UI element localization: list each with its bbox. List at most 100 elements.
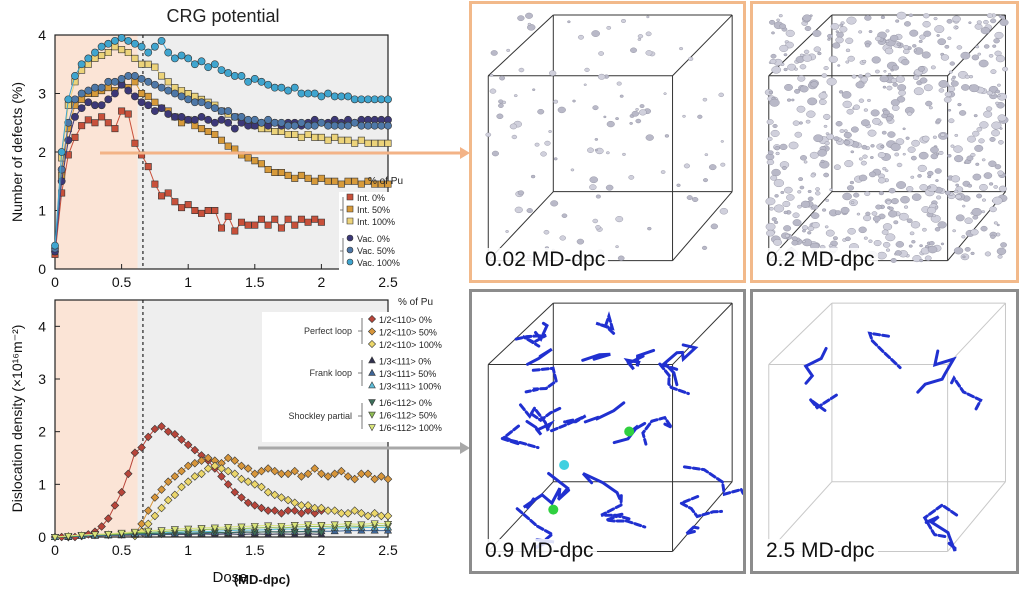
- defect-cluster: [847, 55, 855, 62]
- defect-cluster: [855, 81, 865, 89]
- defect-cluster: [943, 96, 952, 103]
- defect-cluster: [860, 76, 869, 83]
- defect-cluster: [768, 90, 773, 94]
- data-point: [257, 503, 266, 513]
- figure-title: CRG potential: [166, 6, 279, 26]
- defect-cluster: [997, 94, 1001, 98]
- dislocation-line: [662, 343, 699, 387]
- defect-cluster: [885, 233, 896, 242]
- defect-cluster: [489, 88, 497, 94]
- defect-cluster: [935, 119, 941, 124]
- data-point: [357, 95, 366, 104]
- data-point: [203, 464, 213, 473]
- legend-label: Vac. 50%: [357, 246, 395, 256]
- defect-cluster: [779, 143, 788, 150]
- data-point: [111, 36, 119, 45]
- data-point: [90, 531, 99, 539]
- defect-cluster: [936, 195, 942, 200]
- data-point: [198, 125, 206, 133]
- y-tick-label: 2: [38, 144, 46, 160]
- defect-cluster: [842, 192, 852, 201]
- data-point: [331, 133, 339, 141]
- defect-cluster: [567, 20, 571, 24]
- defect-cluster: [803, 160, 808, 164]
- defect-cluster: [704, 153, 709, 157]
- dislocation-line: [916, 349, 957, 394]
- data-point: [170, 430, 180, 439]
- data-point: [244, 154, 252, 162]
- defect-cluster: [935, 179, 939, 182]
- defect-cluster: [928, 106, 933, 110]
- defect-cluster: [911, 193, 922, 201]
- data-point: [291, 174, 299, 182]
- defect-cluster: [946, 18, 953, 24]
- defect-cluster: [944, 190, 951, 196]
- defect-cluster: [885, 29, 890, 33]
- data-point: [237, 113, 246, 121]
- defect-cluster: [720, 140, 724, 143]
- defect-cluster: [950, 77, 955, 81]
- data-point: [217, 107, 226, 115]
- defect-cluster: [980, 225, 988, 232]
- legend-label: Int. 0%: [357, 193, 385, 203]
- defect-cluster: [953, 189, 959, 194]
- defect-cluster: [929, 241, 935, 246]
- data-point: [104, 39, 113, 48]
- data-point: [223, 480, 233, 489]
- data-point: [330, 469, 339, 479]
- data-point: [197, 57, 206, 66]
- series-6: [51, 34, 392, 250]
- defect-cluster: [900, 195, 910, 204]
- defect-cluster: [765, 197, 776, 206]
- defect-cluster: [606, 120, 615, 128]
- data-point: [303, 506, 313, 515]
- data-point: [224, 212, 232, 220]
- data-point: [84, 98, 93, 107]
- data-point: [177, 482, 186, 492]
- data-point: [131, 139, 139, 147]
- data-point: [243, 464, 253, 473]
- data-point: [377, 511, 386, 521]
- data-point: [224, 107, 233, 115]
- data-point: [230, 72, 239, 80]
- defect-cluster: [835, 210, 842, 216]
- data-point: [157, 422, 166, 431]
- defect-cluster: [988, 182, 994, 186]
- defect-cluster: [773, 204, 785, 213]
- defect-cluster: [489, 73, 494, 77]
- defect-cluster: [615, 117, 619, 121]
- data-point: [157, 527, 166, 535]
- data-point: [250, 115, 259, 124]
- defect-cluster: [823, 172, 830, 178]
- defect-cluster: [490, 50, 498, 56]
- x-tick-label: 2: [318, 274, 326, 290]
- defect-cluster: [922, 21, 931, 28]
- defect-cluster: [860, 160, 867, 166]
- defect-cluster: [549, 70, 557, 77]
- defect-cluster: [532, 88, 536, 91]
- data-point: [157, 503, 166, 513]
- defect-cluster: [823, 66, 829, 71]
- defect-cluster: [975, 162, 980, 166]
- data-point: [157, 485, 166, 494]
- defect-cluster: [846, 185, 855, 191]
- defect-cluster: [978, 59, 989, 68]
- data-point: [363, 469, 373, 479]
- defect-cluster: [769, 19, 776, 25]
- snapshot-panel-2: 0.2 MD-dpc: [750, 1, 1019, 283]
- data-point: [270, 490, 280, 500]
- defect-cluster: [983, 19, 989, 25]
- defect-cluster: [505, 230, 509, 233]
- defect-cluster: [972, 130, 980, 137]
- data-point: [111, 125, 119, 133]
- defect-cluster: [976, 20, 982, 25]
- defect-cluster: [821, 73, 828, 78]
- data-point: [117, 487, 126, 497]
- dislocation-line: [682, 465, 743, 497]
- defect-cluster: [787, 63, 797, 71]
- data-point: [370, 509, 379, 518]
- defect-cluster: [997, 170, 1004, 176]
- defect-cluster: [826, 77, 837, 86]
- x-tick-label: 0.5: [112, 542, 132, 558]
- defect-cluster: [877, 177, 886, 184]
